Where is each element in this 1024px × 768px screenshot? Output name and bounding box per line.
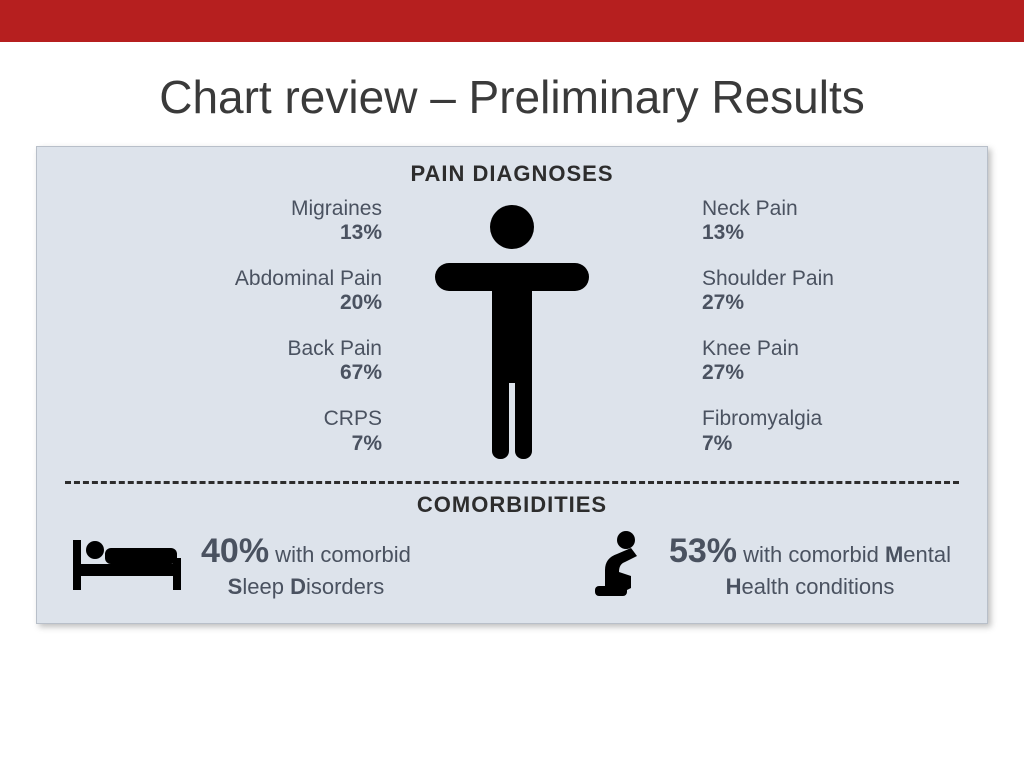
person-icon [402,197,622,467]
pain-label: Neck Pain [702,197,862,221]
pain-item: Shoulder Pain 27% [702,267,862,315]
comorb-sleep-text: 40% with comorbid Sleep Disorders [201,529,411,602]
pain-label: Back Pain [162,337,382,361]
bed-icon [73,530,183,601]
pain-item: Abdominal Pain 20% [162,267,382,315]
pain-value: 27% [702,291,862,315]
pain-item: Migraines 13% [162,197,382,245]
top-accent-bar [0,0,1024,42]
comorb-sleep-pct: 40% [201,532,269,570]
pain-item: Back Pain 67% [162,337,382,385]
pain-label: CRPS [162,407,382,431]
comorb-heading: COMORBIDITIES [65,492,959,518]
page-title: Chart review – Preliminary Results [0,70,1024,124]
comorb-sleep: 40% with comorbid Sleep Disorders [73,529,411,602]
pain-right-column: Neck Pain 13% Shoulder Pain 27% Knee Pai… [622,197,862,456]
pain-item: CRPS 7% [162,407,382,455]
pain-value: 67% [162,361,382,385]
pain-label: Knee Pain [702,337,862,361]
pain-heading: PAIN DIAGNOSES [65,161,959,187]
comorb-mental-text: 53% with comorbid Mental Health conditio… [669,529,951,602]
pain-label: Shoulder Pain [702,267,862,291]
pain-grid: Migraines 13% Abdominal Pain 20% Back Pa… [65,197,959,467]
pain-value: 20% [162,291,382,315]
pain-value: 7% [702,432,862,456]
pain-label: Abdominal Pain [162,267,382,291]
pain-value: 7% [162,432,382,456]
pain-item: Neck Pain 13% [702,197,862,245]
section-divider [65,481,959,484]
pain-item: Fibromyalgia 7% [702,407,862,455]
distress-icon [581,528,651,603]
pain-item: Knee Pain 27% [702,337,862,385]
comorb-row: 40% with comorbid Sleep Disorders 53% wi… [65,528,959,603]
pain-label: Fibromyalgia [702,407,862,431]
pain-label: Migraines [162,197,382,221]
pain-value: 13% [162,221,382,245]
pain-left-column: Migraines 13% Abdominal Pain 20% Back Pa… [162,197,402,456]
content-panel: PAIN DIAGNOSES Migraines 13% Abdominal P… [36,146,988,624]
pain-value: 27% [702,361,862,385]
comorb-mental-pct: 53% [669,532,737,570]
pain-value: 13% [702,221,862,245]
comorb-mental: 53% with comorbid Mental Health conditio… [581,528,951,603]
